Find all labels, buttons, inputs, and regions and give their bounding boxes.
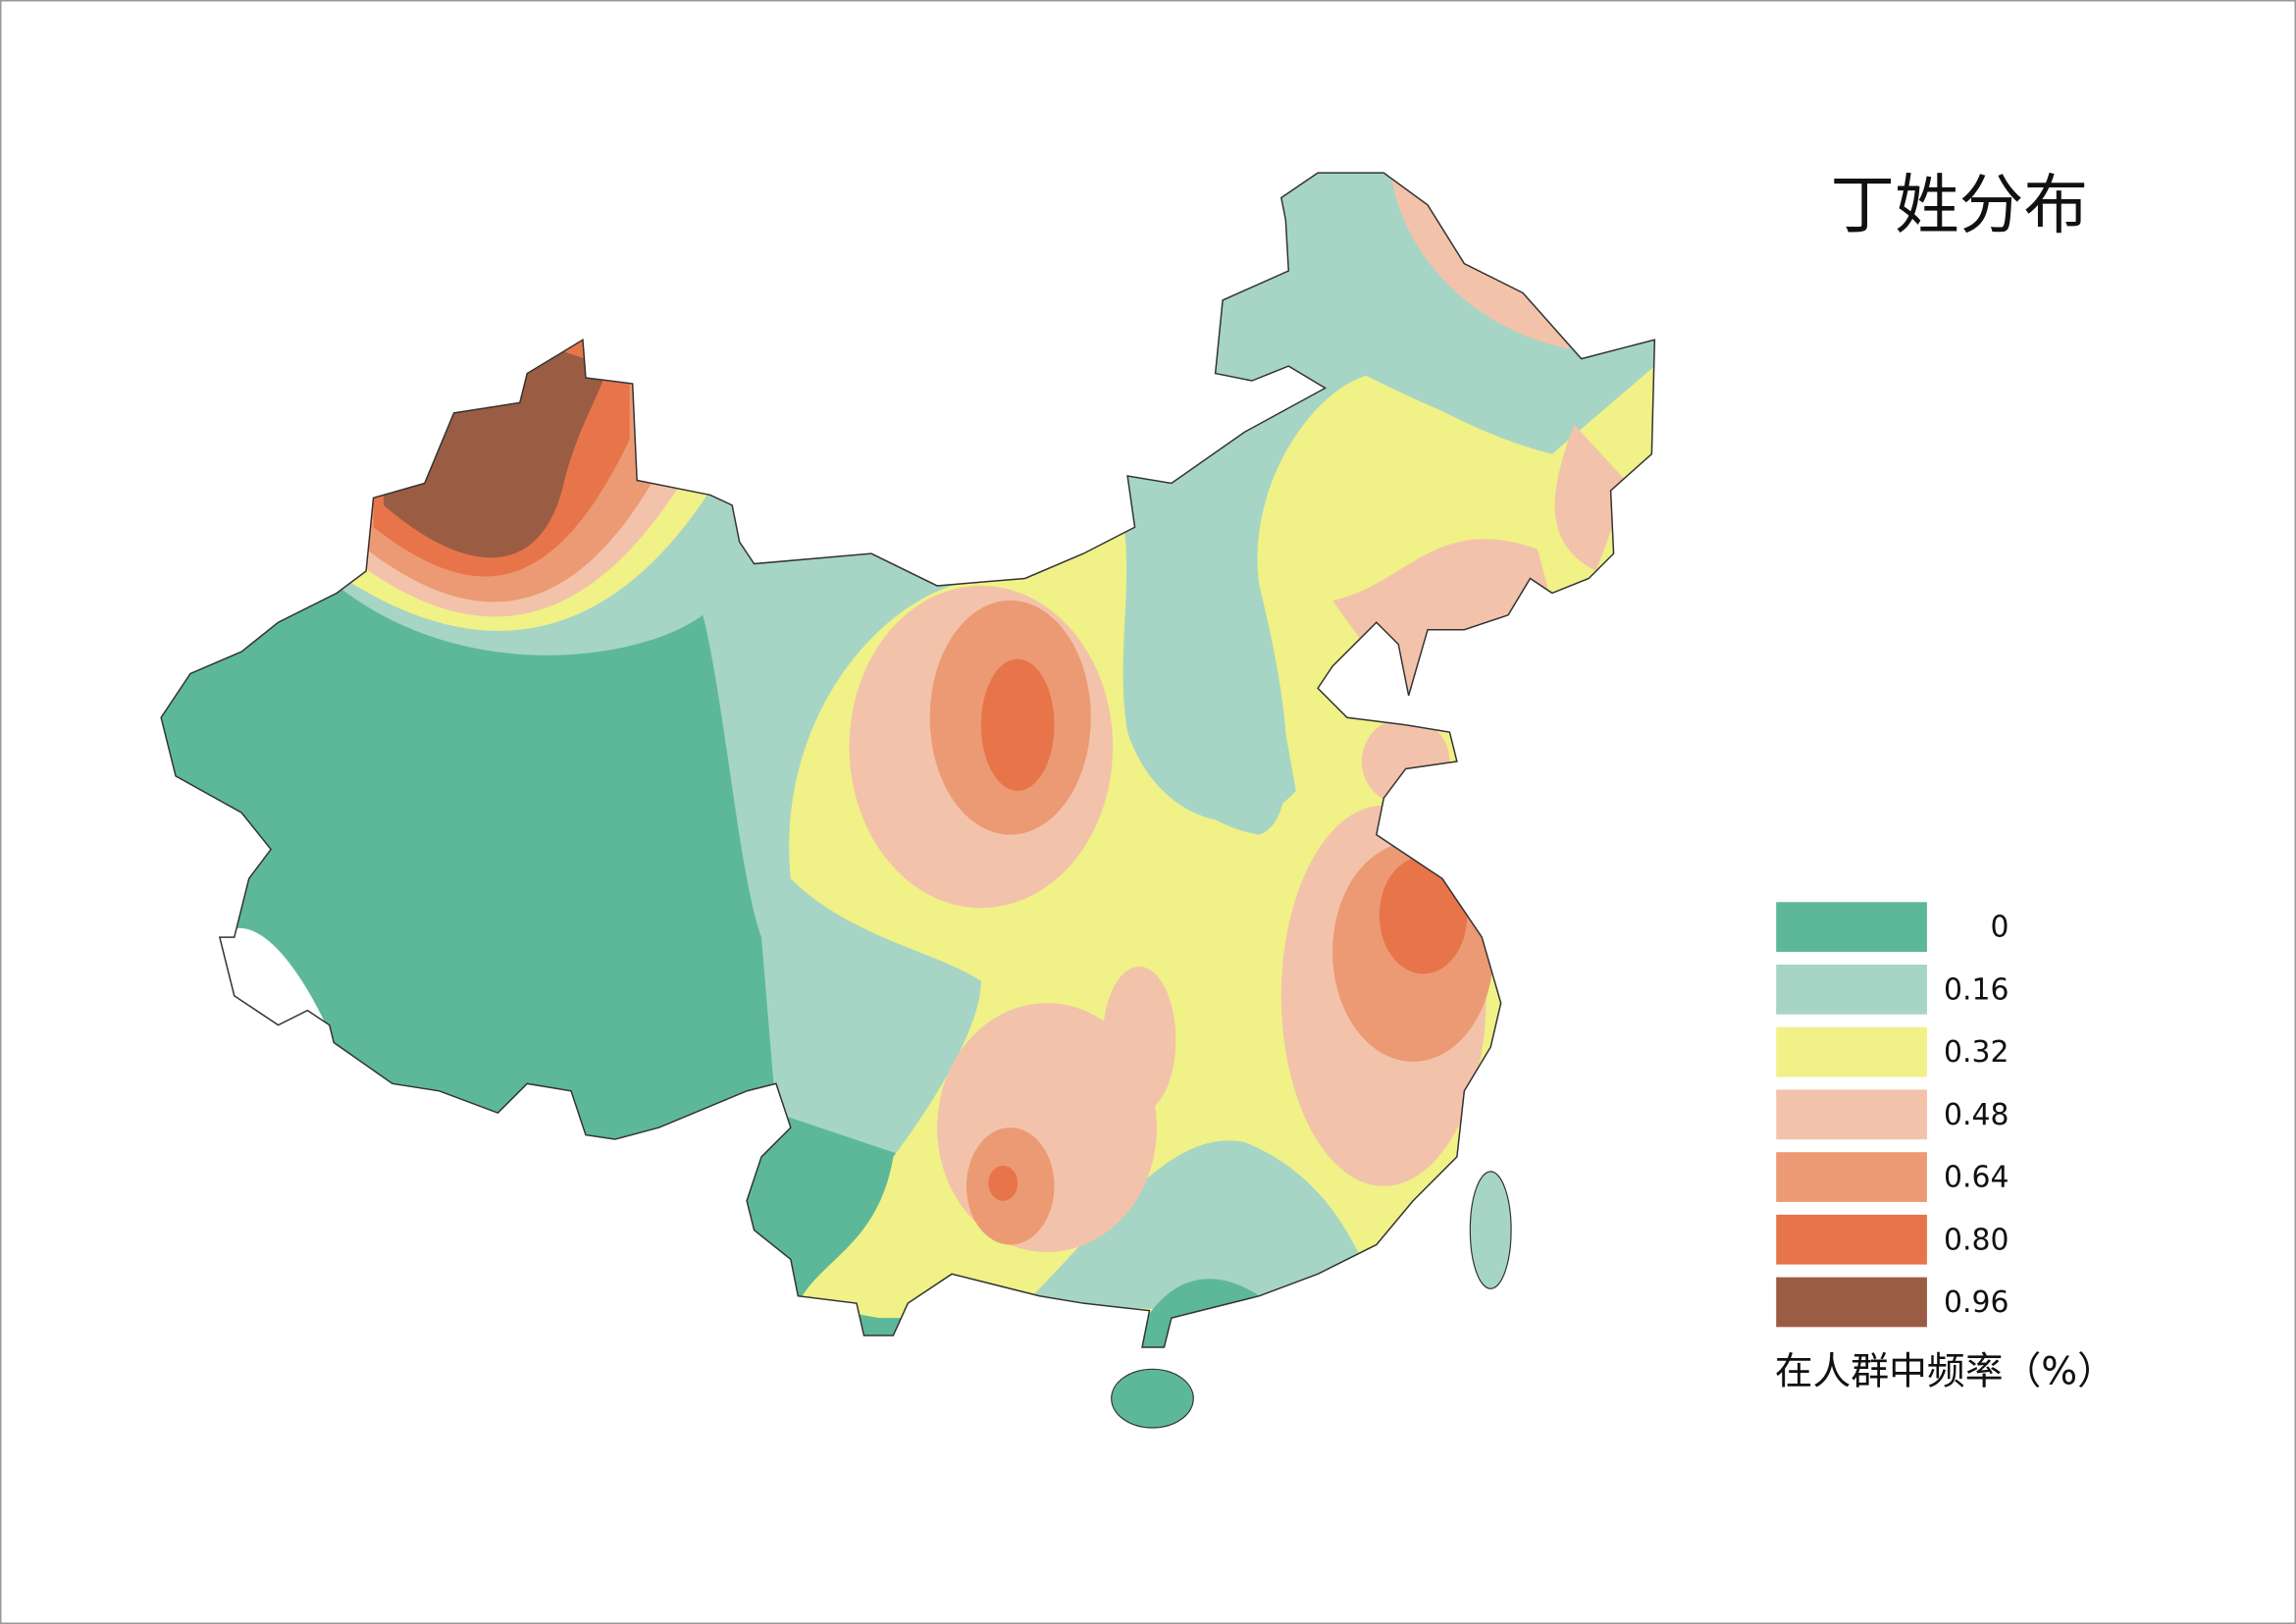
legend-swatch xyxy=(1776,1214,1927,1265)
legend-label: 0.48 xyxy=(1944,1098,2009,1132)
legend-label: 0.32 xyxy=(1944,1035,2009,1070)
legend-swatch xyxy=(1776,1152,1927,1202)
zone xyxy=(988,1165,1018,1201)
zone xyxy=(1113,173,1552,821)
island xyxy=(1469,1171,1512,1289)
island xyxy=(1111,1368,1194,1429)
legend-label: 0.96 xyxy=(1944,1285,2009,1320)
legend-swatch xyxy=(1776,1026,1927,1077)
zone xyxy=(1142,1279,1260,1326)
legend-label: 0.64 xyxy=(1944,1161,2009,1195)
legend-caption: 在人群中频率（%） xyxy=(1775,1349,2115,1393)
legend-swatch xyxy=(1776,1089,1927,1140)
blank-area xyxy=(219,927,330,1033)
legend-swatch xyxy=(1776,1277,1927,1328)
legend-label: 0 xyxy=(1991,911,2009,945)
legend-label: 0.80 xyxy=(1944,1223,2009,1257)
map-title: 丁姓分布 xyxy=(1830,168,2088,242)
zone xyxy=(1554,424,1629,572)
zone xyxy=(1024,1140,1362,1319)
zone xyxy=(1102,966,1176,1114)
legend: 0 0.16 0.32 0.48 0.64 0.80 0.96 xyxy=(1776,902,2009,1328)
zone xyxy=(980,658,1055,791)
legend-label: 0.16 xyxy=(1944,972,2009,1007)
zone xyxy=(1379,857,1468,974)
legend-swatch xyxy=(1776,902,1927,953)
legend-swatch xyxy=(1776,965,1927,1015)
